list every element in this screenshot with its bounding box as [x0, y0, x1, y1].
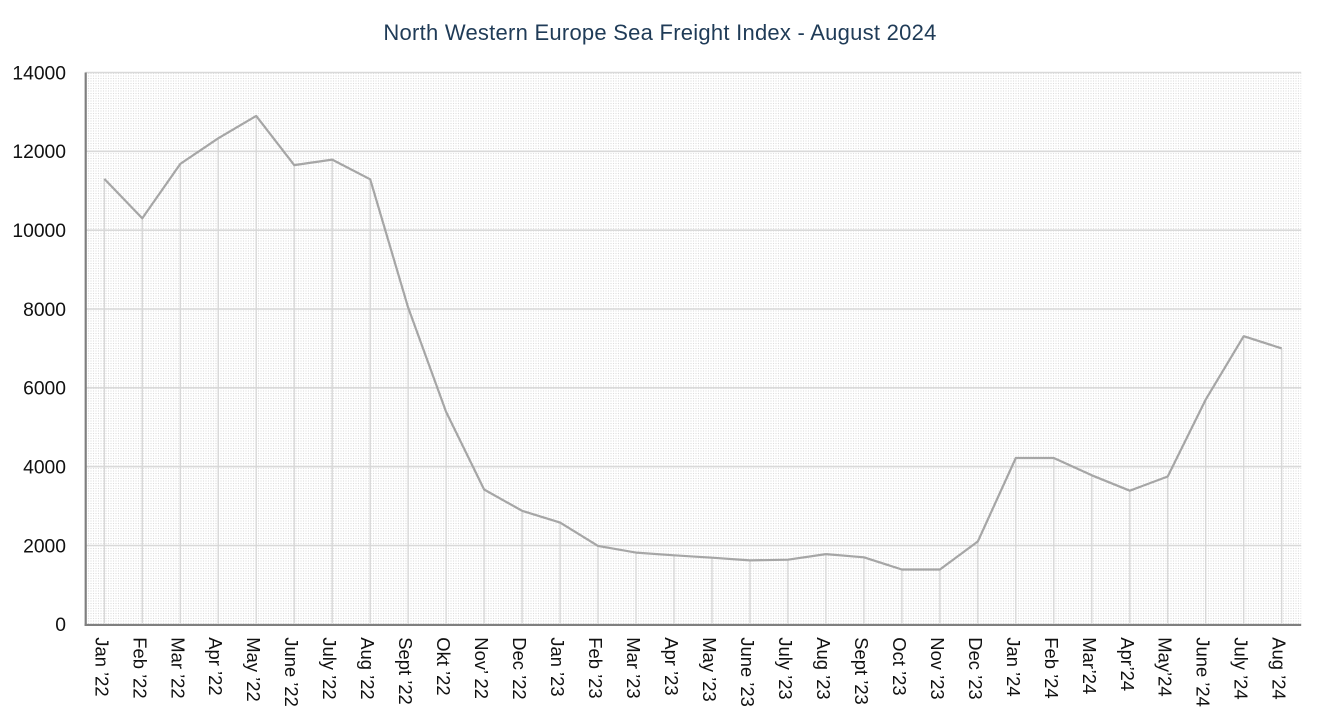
svg-text:June ’23: June ’23	[737, 637, 758, 707]
svg-text:Mar ’22: Mar ’22	[167, 637, 188, 698]
svg-text:2000: 2000	[23, 536, 66, 557]
svg-text:June ’22: June ’22	[281, 637, 302, 707]
svg-text:Aug ’23: Aug ’23	[813, 637, 834, 699]
svg-text:Okt ’22: Okt ’22	[433, 637, 454, 695]
svg-text:Mar’24: Mar’24	[1079, 637, 1100, 694]
svg-text:Mar ’23: Mar ’23	[623, 637, 644, 698]
svg-text:Aug ’24: Aug ’24	[1269, 637, 1290, 699]
svg-text:May’24: May’24	[1155, 637, 1176, 696]
svg-text:Apr ’22: Apr ’22	[205, 637, 226, 695]
svg-text:Feb ’24: Feb ’24	[1041, 637, 1062, 698]
svg-text:Apr ’23: Apr ’23	[661, 637, 682, 695]
svg-text:June ’24: June ’24	[1193, 637, 1214, 707]
svg-text:4000: 4000	[23, 457, 66, 478]
svg-text:July ’22: July ’22	[319, 637, 340, 699]
svg-text:0: 0	[55, 615, 66, 636]
svg-text:May ’22: May ’22	[243, 637, 264, 701]
svg-text:Nov’ 22: Nov’ 22	[471, 637, 492, 699]
svg-text:Jan ’22: Jan ’22	[91, 637, 112, 696]
svg-text:July ’24: July ’24	[1231, 637, 1252, 699]
svg-text:Oct ’23: Oct ’23	[889, 637, 910, 695]
svg-text:Sept ’22: Sept ’22	[395, 637, 416, 704]
svg-text:Jan ’23: Jan ’23	[547, 637, 568, 696]
svg-text:Aug ’22: Aug ’22	[357, 637, 378, 699]
svg-text:North Western Europe Sea Freig: North Western Europe Sea Freight Index -…	[383, 20, 936, 45]
svg-text:6000: 6000	[23, 379, 66, 400]
svg-text:Feb ’23: Feb ’23	[585, 637, 606, 698]
svg-text:14000: 14000	[12, 63, 66, 84]
svg-text:Dec ’23: Dec ’23	[965, 637, 986, 699]
svg-text:Sept ’23: Sept ’23	[851, 637, 872, 704]
svg-text:Apr’24: Apr’24	[1117, 637, 1138, 691]
svg-text:Nov ’23: Nov ’23	[927, 637, 948, 699]
svg-text:8000: 8000	[23, 300, 66, 321]
svg-text:May ’23: May ’23	[699, 637, 720, 701]
svg-text:12000: 12000	[12, 142, 66, 163]
svg-text:July ’23: July ’23	[775, 637, 796, 699]
svg-text:Dec ’22: Dec ’22	[509, 637, 530, 699]
svg-text:Feb ’22: Feb ’22	[129, 637, 150, 698]
svg-text:10000: 10000	[12, 221, 66, 242]
svg-text:Jan ’24: Jan ’24	[1003, 637, 1024, 696]
